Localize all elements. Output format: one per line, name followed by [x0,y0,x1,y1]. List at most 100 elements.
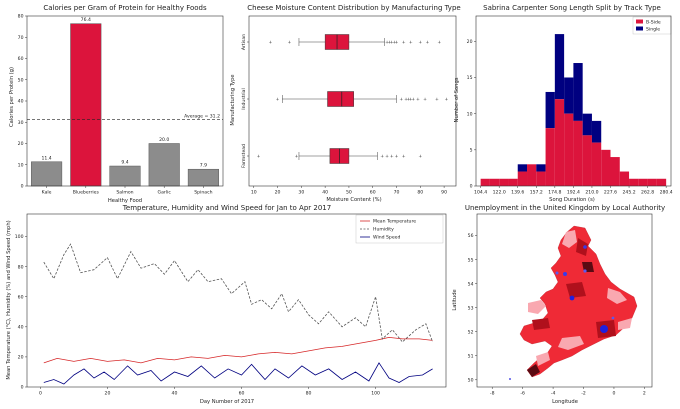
p4-series-humidity [43,243,433,343]
p2-flier-artisan-5: + [392,40,396,46]
p3-bar-bside-10 [573,120,583,186]
map-region-dark-cornwall [527,364,540,377]
p1-xtick-label-salmon: Salmon [116,190,133,196]
map-region-light-southwest [536,352,550,366]
p3-bar-bside-2 [499,178,509,186]
p3-xtick-label-0: 104.4 [474,190,487,196]
p1-labels: 11.4 76.4 9.4 20.0 7.9 [41,17,207,169]
p4-ytick-label-80: 80 [18,264,24,270]
p5-title: Unemployment in the United Kingdom by Lo… [465,204,665,212]
p1-xtick-label-spinach: Spinach [194,190,212,196]
p2-flier-artisan-10: + [426,40,430,46]
p1-ytick-label-50: 50 [18,77,24,83]
p1-ytick-label-10: 10 [18,162,24,168]
p4-xtick-label-0: 0 [39,391,42,397]
p5-ytick-label-51: 51 [468,353,474,359]
p2-flier-industrial-8: + [435,97,439,103]
p3-bar-bside-16 [629,178,639,186]
p5-ytick-label-50: 50 [468,377,474,383]
p1-value-label-salmon: 9.4 [121,160,128,166]
p2-flier-artisan-8: + [409,40,413,46]
p1-value-label-blueberries: 76.4 [81,17,91,23]
p4-legend-box [355,214,444,244]
unemployment-map: Unemployment in the United Kingdom by Lo… [452,204,665,405]
p3-ytick-label-5: 5 [470,147,473,153]
p3-ticks: 0 5 10 15 20 104.4 122.0 139.6 157.2 174.8 192.4 21… [467,39,673,196]
p2-flier-industrial-4: + [409,97,413,103]
p5-ticks: -8 -6 -4 -2 0 2 50 51 52 53 54 55 56 [468,233,646,396]
p1-value-label-spinach: 7.9 [200,163,207,169]
p2-flier-farmstead-7: + [418,154,422,160]
p4-lines [43,243,433,385]
p1-bar-kale [31,161,63,187]
p1-ticks: 0 10 20 30 40 50 60 70 80 Kale Blueberries Salmon Ga… [18,14,213,196]
p3-bar-bside-18 [647,178,657,186]
map-region-dark-midlands [566,282,586,298]
p4-ylabel: Mean Temperature (°C), Humidity (%) and … [6,220,12,379]
weather-line-chart: Temperature, Humidity and Wind Speed for… [6,204,447,405]
p5-regions [509,225,638,380]
p3-xtick-label-2: 139.6 [511,190,524,196]
p4-legend-label-wind: Wind Speed [373,235,400,241]
p1-frame [26,15,224,187]
p3-bar-bside-3 [508,178,518,186]
p2-flier-artisan-11: + [437,40,441,46]
p3-bar-single-10 [573,63,583,121]
p3-bar-bside-6 [536,171,546,186]
p3-legend-swatch-single [636,26,643,31]
p4-xlabel: Day Number of 2017 [200,399,254,405]
p1-bars [31,23,219,187]
p2-xtick-label-50: 50 [346,190,352,196]
p2-xtick-label-80: 80 [417,190,423,196]
p1-ytick-label-0: 0 [21,184,24,190]
p3-bar-bside-19 [656,178,667,186]
p4-xtick-label-100: 100 [371,391,380,397]
p2-frame [248,15,457,187]
p2-flier-artisan-4: + [390,40,394,46]
p4-series-wind-speed [43,362,433,385]
p1-bar-salmon [109,165,141,187]
p2-flier-artisan-0: + [268,40,272,46]
map-region-light-wales [528,300,546,314]
p3-bar-single-8 [554,34,565,100]
p2-ylabel: Manufacturing Type [230,74,236,125]
p3-bar-bside-4 [517,171,528,186]
p3-xtick-label-9: 262.8 [641,190,654,196]
p3-xtick-label-7: 227.6 [604,190,617,196]
p5-xtick-label--6: -6 [520,391,525,397]
p4-legend-label-temp: Mean Temperature [373,219,416,225]
p1-xtick-label-garlic: Garlic [158,190,172,196]
p3-bar-single-6 [536,164,546,172]
p3-xtick-label-4: 174.8 [548,190,561,196]
p1-average-label: Average = 31.2 [184,114,220,120]
p4-ticks: 0 20 40 60 80 100 0 20 40 60 80 100 [15,234,380,396]
p2-xtick-label-90: 90 [441,190,447,196]
p3-bar-bside-11 [582,135,592,186]
p5-xlabel: Longitude [552,399,578,405]
map-hotspot-liverpool [555,271,559,275]
p2-flier-artisan-1: + [288,40,292,46]
p1-ytick-label-30: 30 [18,120,24,126]
p5-frame [476,213,653,388]
p2-flier-artisan-6: + [395,40,399,46]
p4-xtick-label-20: 20 [105,391,111,397]
p5-xtick-label-2: 2 [643,391,646,397]
p2-ytick-label-industrial: Industrial [241,88,247,110]
p2-flier-farmstead-0: + [257,154,261,160]
p2-flier-artisan-7: + [402,40,406,46]
p4-ytick-label-60: 60 [18,294,24,300]
p3-xtick-label-6: 210.0 [585,190,598,196]
p3-xtick-label-3: 157.2 [530,190,543,196]
p3-bar-bside-15 [619,171,630,186]
protein-bar-chart: Calories per Gram of Protein for Healthy… [9,4,224,204]
p3-legend-label-single: Single [646,26,660,32]
p4-ytick-label-20: 20 [18,355,24,361]
p2-flier-industrial-7: + [423,97,427,103]
p1-ytick-label-20: 20 [18,141,24,147]
p3-frame [475,15,672,187]
p3-bar-single-9 [564,77,574,114]
p4-frame [26,213,447,388]
p3-bar-bside-8 [554,99,565,186]
p4-xtick-label-60: 60 [239,391,245,397]
p2-flier-farmstead-2: + [380,154,384,160]
